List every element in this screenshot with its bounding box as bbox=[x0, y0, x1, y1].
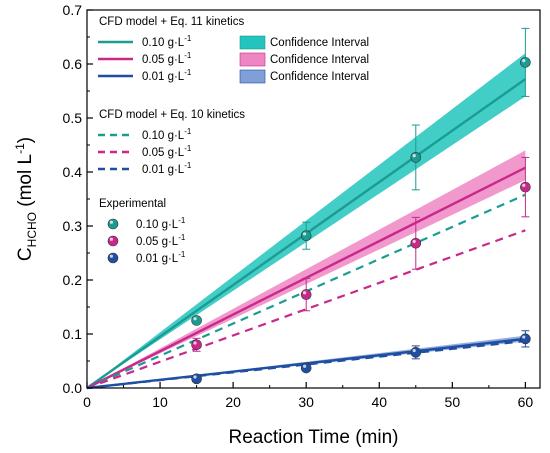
y-axis-title-close: ) bbox=[15, 137, 36, 143]
legend-label-teal: 0.10 g·L-1 bbox=[142, 127, 192, 142]
data-point-teal bbox=[410, 152, 422, 163]
eq10-line-blue bbox=[86, 339, 526, 390]
legend-label-teal: 0.10 g·L-1 bbox=[136, 216, 186, 231]
data-point-highlight bbox=[302, 364, 307, 368]
y-axis-title-sub: HCHO bbox=[25, 212, 39, 247]
confidence-band-teal bbox=[87, 53, 526, 388]
x-tick-label: 10 bbox=[152, 394, 168, 410]
data-point-highlight bbox=[302, 232, 307, 236]
legend-label-blue: 0.01 g·L-1 bbox=[136, 250, 186, 265]
y-axis-title: CHCHO (mol L-1) bbox=[13, 137, 39, 261]
legend-label-teal: 0.10 g·L-1 bbox=[142, 34, 192, 49]
data-point-highlight bbox=[302, 291, 307, 295]
legend-label-blue: 0.01 g·L-1 bbox=[142, 68, 192, 83]
data-point-blue bbox=[300, 362, 312, 374]
data-point-highlight bbox=[193, 341, 197, 345]
y-tick-label: 0.0 bbox=[63, 380, 83, 396]
confidence-band-magenta bbox=[87, 150, 526, 388]
data-point-highlight bbox=[412, 154, 416, 158]
y-axis-title-unit: (mol L bbox=[15, 154, 36, 212]
data-point-highlight bbox=[522, 335, 526, 339]
data-point-highlight bbox=[193, 375, 197, 379]
legend-group2-title: CFD model + Eq. 10 kinetics bbox=[99, 109, 245, 121]
data-point-magenta bbox=[410, 237, 422, 249]
legend-label-magenta: 0.05 g·L-1 bbox=[136, 233, 186, 248]
data-point-highlight bbox=[522, 58, 526, 63]
data-point-highlight bbox=[193, 317, 197, 321]
y-axis-title-sup: -1 bbox=[13, 143, 27, 154]
y-tick-label: 0.2 bbox=[63, 272, 83, 288]
data-point-blue bbox=[191, 373, 202, 385]
data-point-teal bbox=[191, 315, 202, 326]
legend-marker-teal bbox=[107, 218, 119, 230]
legend: CFD model + Eq. 11 kinetics 0.10 g·L-1 Con… bbox=[98, 16, 369, 265]
x-axis-ticks: 0 10 20 30 40 50 60 bbox=[83, 382, 533, 410]
x-tick-label: 40 bbox=[371, 394, 387, 410]
legend-marker-highlight bbox=[109, 237, 113, 241]
legend-band-magenta bbox=[239, 52, 266, 67]
data-point-blue bbox=[520, 333, 531, 345]
y-tick-label: 0.5 bbox=[63, 110, 83, 126]
y-tick-label: 0.1 bbox=[63, 326, 83, 342]
legend-ci-label-teal: Confidence Interval bbox=[270, 37, 369, 49]
data-point-magenta bbox=[191, 339, 202, 351]
legend-ci-label-blue: Confidence Interval bbox=[270, 71, 369, 83]
data-point-magenta bbox=[520, 181, 531, 193]
y-tick-label: 0.3 bbox=[63, 218, 83, 234]
legend-marker-highlight bbox=[109, 254, 113, 258]
legend-marker-highlight bbox=[109, 220, 113, 224]
legend-group1-title: CFD model + Eq. 11 kinetics bbox=[99, 16, 244, 28]
legend-marker-magenta bbox=[107, 235, 119, 247]
data-point-blue bbox=[410, 347, 422, 358]
y-tick-label: 0.6 bbox=[63, 56, 83, 72]
legend-label-blue: 0.01 g·L-1 bbox=[142, 161, 192, 176]
x-axis-title: Reaction Time (min) bbox=[229, 427, 399, 448]
data-point-highlight bbox=[412, 239, 416, 244]
eq11-line-magenta bbox=[86, 166, 526, 390]
x-tick-label: 0 bbox=[83, 394, 91, 410]
x-tick-label: 50 bbox=[445, 394, 461, 410]
legend-band-blue bbox=[239, 69, 266, 84]
legend-band-teal bbox=[239, 35, 266, 50]
x-tick-label: 60 bbox=[518, 394, 534, 410]
data-point-highlight bbox=[412, 348, 416, 353]
legend-group3-title: Experimental bbox=[99, 198, 166, 210]
data-point-teal bbox=[520, 57, 531, 68]
x-tick-label: 20 bbox=[225, 394, 241, 410]
eq10-line-magenta bbox=[86, 229, 526, 390]
x-tick-label: 30 bbox=[298, 394, 314, 410]
y-axis-title-main: C bbox=[15, 247, 36, 261]
legend-label-magenta: 0.05 g·L-1 bbox=[142, 51, 192, 66]
legend-marker-blue bbox=[107, 252, 119, 264]
data-point-teal bbox=[300, 230, 312, 242]
legend-label-magenta: 0.05 g·L-1 bbox=[142, 144, 192, 159]
data-point-magenta bbox=[300, 289, 312, 300]
y-tick-label: 0.4 bbox=[63, 164, 83, 180]
y-tick-label: 0.7 bbox=[63, 2, 83, 18]
y-axis-ticks: 0.0 0.1 0.2 0.3 0.4 0.5 0.6 0.7 bbox=[63, 2, 93, 396]
legend-ci-label-magenta: Confidence Interval bbox=[270, 54, 369, 66]
data-point-highlight bbox=[522, 183, 526, 187]
experimental-points bbox=[191, 57, 531, 385]
